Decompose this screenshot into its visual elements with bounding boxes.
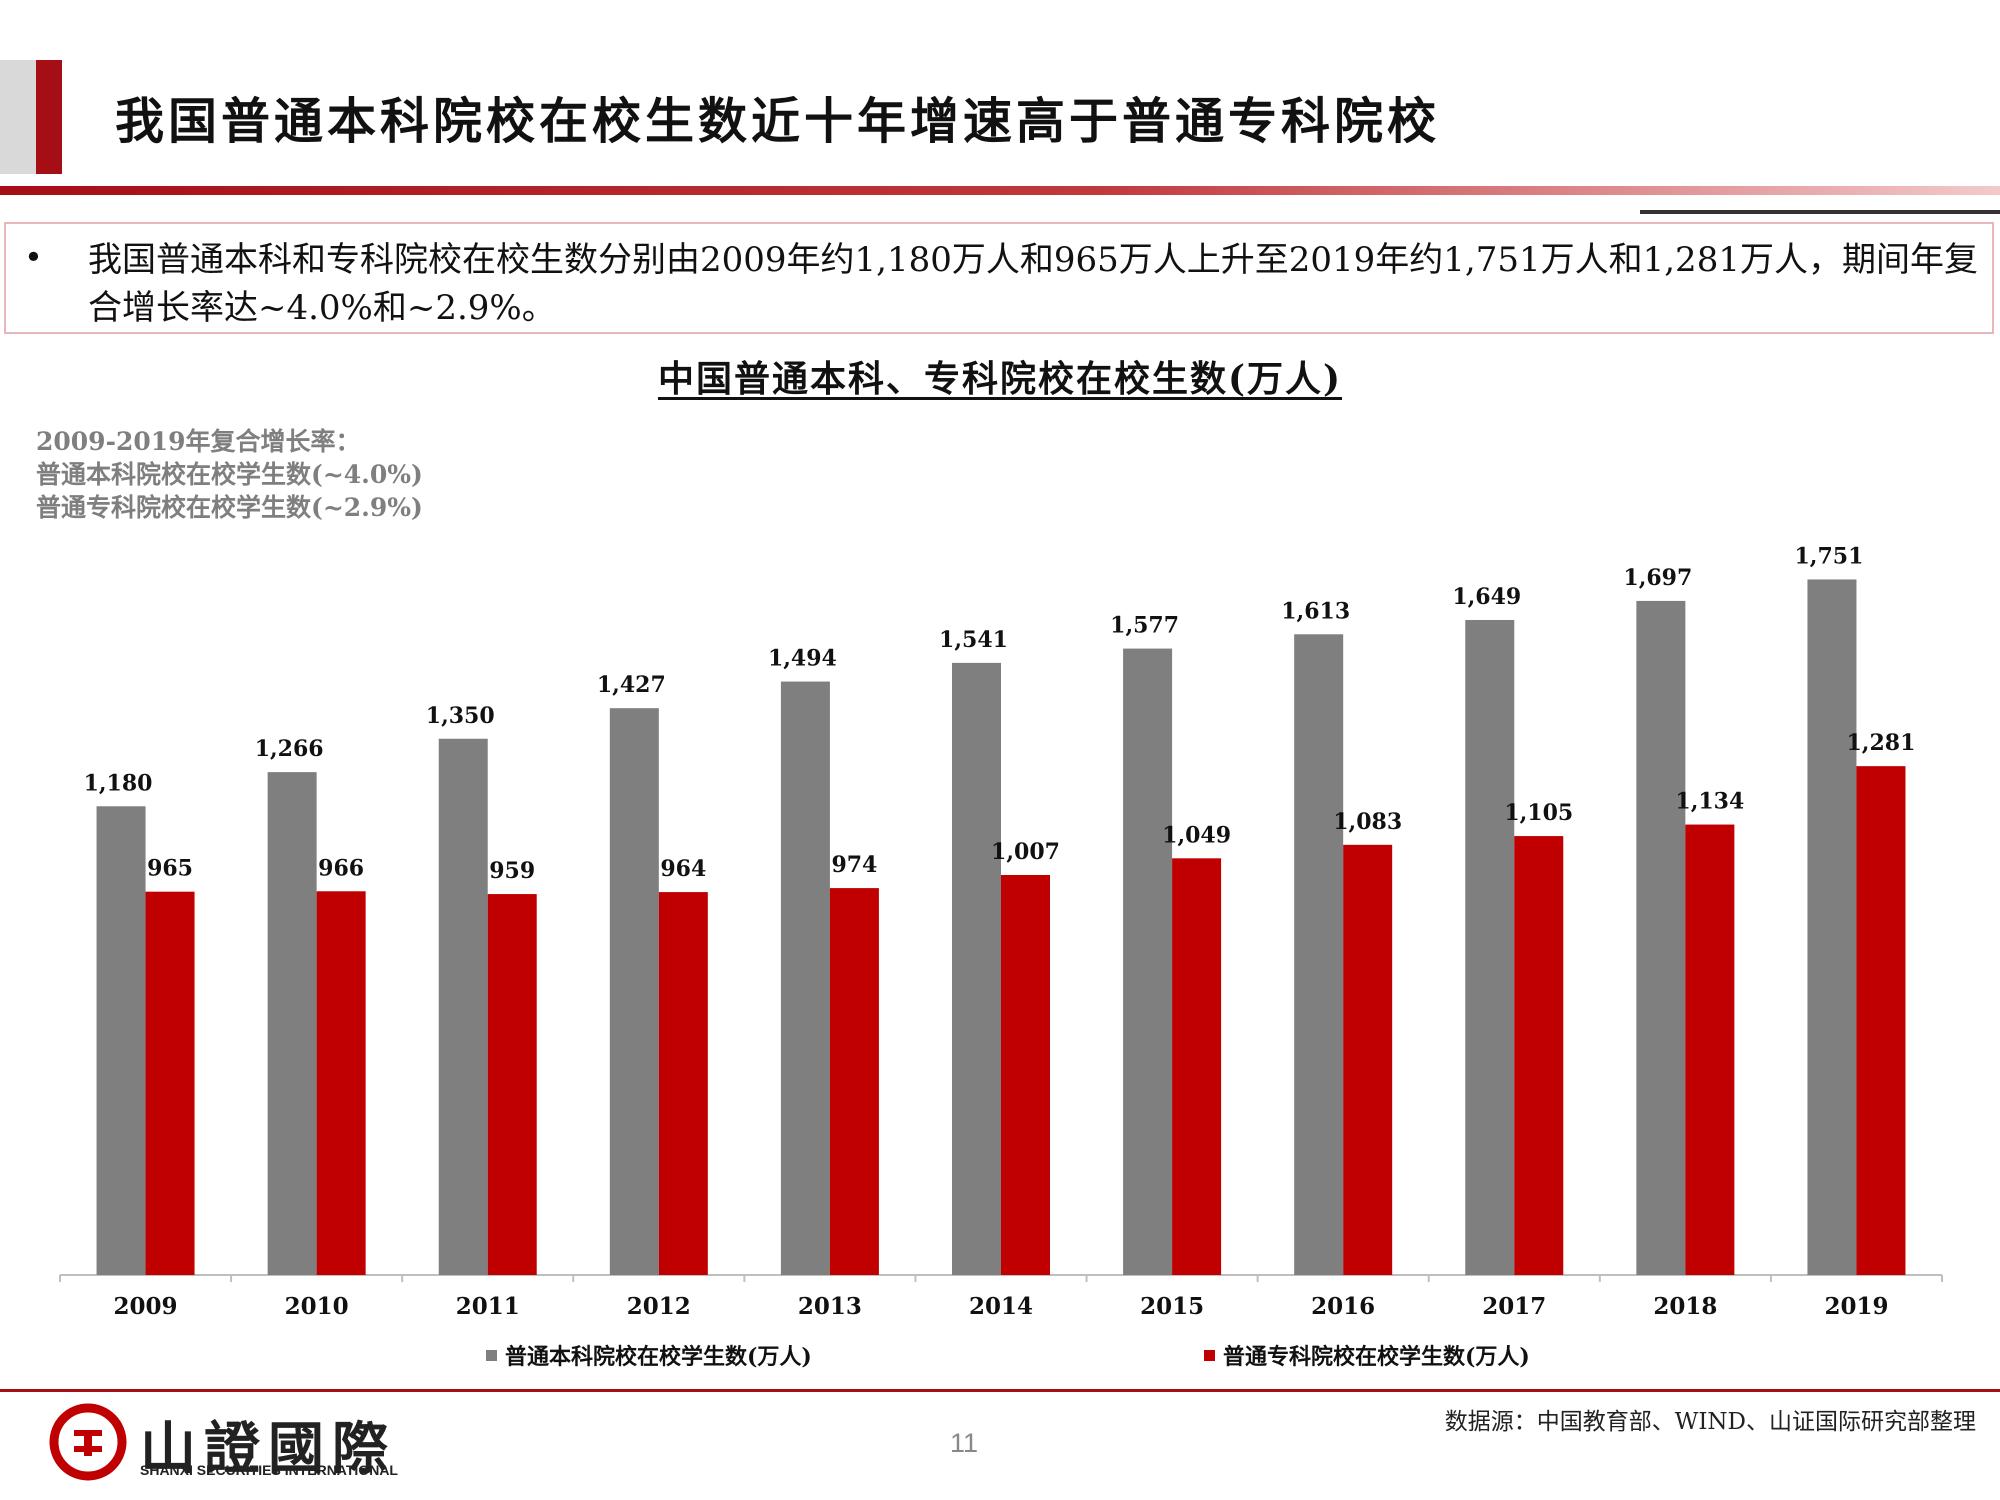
data-label-undergrad: 1,494 bbox=[768, 646, 837, 672]
bar-college bbox=[1172, 858, 1222, 1275]
summary-text: 我国普通本科和专科院校在校生数分别由2009年约1,180万人和965万人上升至… bbox=[88, 240, 1978, 328]
data-label-undergrad: 1,577 bbox=[1110, 613, 1179, 639]
x-tick-label: 2015 bbox=[1140, 1293, 1204, 1320]
bar-college bbox=[1001, 874, 1050, 1275]
data-label-undergrad: 1,350 bbox=[426, 703, 495, 729]
x-tick-label: 2012 bbox=[627, 1293, 691, 1320]
legend-item-undergrad: 普通本科院校在校学生数(万人) bbox=[486, 1339, 812, 1371]
bar-undergrad bbox=[952, 662, 1001, 1275]
logo-text-en: SHANXI SECURITIES INTERNATIONAL bbox=[140, 1462, 398, 1478]
title-divider bbox=[0, 186, 2000, 195]
cagr-note-heading: 2009-2019年复合增长率： bbox=[36, 427, 361, 456]
bar-college bbox=[1685, 824, 1735, 1275]
header-accent-gray bbox=[0, 60, 36, 174]
bar-undergrad bbox=[1294, 634, 1344, 1275]
legend-item-college: 普通专科院校在校学生数(万人) bbox=[1204, 1339, 1530, 1371]
summary-bullet: • bbox=[24, 238, 43, 276]
legend-swatch-red bbox=[1204, 1349, 1215, 1361]
bar-chart: 1,180 965 2009 1,266 966 2010 1,350 959 2011 1,42… bbox=[59, 543, 1943, 1320]
data-label-undergrad: 1,266 bbox=[255, 736, 324, 762]
bar-undergrad bbox=[609, 708, 659, 1275]
bar-undergrad bbox=[1123, 648, 1173, 1275]
legend-label-undergrad: 普通本科院校在校学生数(万人) bbox=[505, 1344, 812, 1370]
x-tick-label: 2019 bbox=[1824, 1293, 1888, 1320]
data-label-college: 965 bbox=[147, 856, 193, 882]
data-label-undergrad: 1,697 bbox=[1623, 565, 1692, 591]
bar-undergrad bbox=[96, 806, 146, 1275]
x-tick-label: 2017 bbox=[1482, 1293, 1546, 1320]
x-tick-label: 2013 bbox=[798, 1293, 862, 1320]
bar-undergrad bbox=[1465, 619, 1515, 1275]
bar-college bbox=[145, 891, 195, 1275]
x-tick-label: 2010 bbox=[285, 1293, 349, 1320]
legend-swatch-gray bbox=[486, 1349, 497, 1361]
bar-undergrad bbox=[1807, 579, 1857, 1275]
bar-undergrad bbox=[1636, 600, 1686, 1275]
x-tick-label: 2011 bbox=[456, 1293, 520, 1320]
page-title: 我国普通本科院校在校生数近十年增速高于普通专科院校 bbox=[115, 92, 1441, 150]
data-label-undergrad: 1,751 bbox=[1795, 543, 1864, 569]
source-note: 数据源：中国教育部、WIND、山证国际研究部整理 bbox=[1444, 1409, 1976, 1435]
chart-title-text: 中国普通本科、专科院校在校生数(万人) bbox=[657, 358, 1343, 400]
data-label-college: 1,281 bbox=[1847, 730, 1916, 756]
data-label-undergrad: 1,613 bbox=[1281, 598, 1350, 624]
summary-box: • 我国普通本科和专科院校在校生数分别由2009年约1,180万人和965万人上… bbox=[4, 222, 1994, 334]
bar-college bbox=[1343, 844, 1393, 1275]
bar-college bbox=[487, 894, 537, 1275]
data-label-undergrad: 1,427 bbox=[597, 672, 666, 698]
data-label-college: 1,105 bbox=[1504, 800, 1573, 826]
header-accent-red bbox=[36, 60, 62, 174]
data-label-college: 1,134 bbox=[1675, 789, 1744, 815]
x-tick-label: 2009 bbox=[114, 1293, 178, 1320]
cagr-note-college: 普通专科院校在校学生数(~2.9%) bbox=[36, 493, 423, 522]
cagr-note-undergrad: 普通本科院校在校学生数(~4.0%) bbox=[36, 460, 423, 489]
bar-college bbox=[1514, 836, 1564, 1275]
legend-label-college: 普通专科院校在校学生数(万人) bbox=[1223, 1344, 1530, 1370]
bar-undergrad bbox=[438, 738, 488, 1275]
bar-college bbox=[658, 892, 708, 1275]
data-label-undergrad: 1,541 bbox=[939, 627, 1008, 653]
data-label-undergrad: 1,649 bbox=[1452, 584, 1521, 610]
logo-text-cn: 山證國際 bbox=[140, 1416, 396, 1482]
cagr-note: 2009-2019年复合增长率： 普通本科院校在校学生数(~4.0%) 普通专科… bbox=[36, 425, 423, 524]
page-number: 11 bbox=[950, 1428, 979, 1458]
data-label-college: 964 bbox=[660, 856, 706, 882]
title-divider-dark bbox=[1640, 210, 2000, 214]
bar-undergrad bbox=[267, 772, 317, 1275]
bar-college bbox=[829, 888, 879, 1275]
bar-college bbox=[1856, 766, 1906, 1275]
chart-title: 中国普通本科、专科院校在校生数(万人) bbox=[0, 350, 2000, 402]
bar-undergrad bbox=[780, 681, 830, 1275]
data-label-college: 1,083 bbox=[1333, 809, 1402, 835]
bar-college bbox=[316, 891, 366, 1275]
data-label-college: 959 bbox=[489, 858, 535, 884]
x-tick-label: 2014 bbox=[969, 1293, 1033, 1320]
data-label-college: 966 bbox=[318, 855, 364, 881]
x-tick-label: 2016 bbox=[1311, 1293, 1375, 1320]
footer-divider bbox=[0, 1389, 2000, 1392]
data-label-college: 974 bbox=[831, 852, 877, 878]
x-tick-label: 2018 bbox=[1653, 1293, 1717, 1320]
data-label-college: 1,007 bbox=[991, 839, 1060, 865]
company-logo-icon bbox=[49, 1403, 127, 1481]
data-label-undergrad: 1,180 bbox=[84, 770, 153, 796]
data-label-college: 1,049 bbox=[1162, 822, 1231, 848]
